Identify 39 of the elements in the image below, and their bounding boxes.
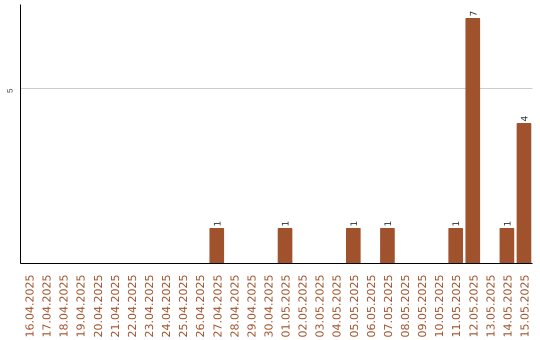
data-label: 1 bbox=[213, 220, 224, 226]
data-label: 4 bbox=[520, 116, 530, 122]
x-tick-label: 02.05.2025 bbox=[296, 274, 310, 338]
x-tick-label: 04.05.2025 bbox=[330, 274, 344, 338]
x-tick-label: 21.04.2025 bbox=[108, 274, 122, 338]
x-tick-label: 09.05.2025 bbox=[416, 274, 430, 338]
x-tick-label: 29.04.2025 bbox=[245, 274, 258, 338]
x-tick-label: 30.04.2025 bbox=[262, 274, 276, 338]
x-tick-label: 17.04.2025 bbox=[40, 274, 54, 338]
x-tick-label: 18.04.2025 bbox=[58, 274, 71, 338]
x-tick-label: 13.05.2025 bbox=[484, 274, 498, 338]
x-tick-label: 22.04.2025 bbox=[126, 274, 139, 338]
y-tick-label: 5 bbox=[6, 88, 14, 93]
x-tick-label: 12.05.2025 bbox=[467, 274, 480, 338]
x-tick-label: 14.05.2025 bbox=[501, 274, 514, 338]
x-tick-label: 16.04.2025 bbox=[24, 274, 37, 338]
x-tick-label: 03.05.2025 bbox=[314, 274, 327, 338]
x-tick-label: 24.04.2025 bbox=[160, 274, 174, 338]
data-label: 1 bbox=[350, 220, 360, 226]
x-tick-label: 08.05.2025 bbox=[399, 274, 412, 338]
x-tick-label: 19.04.2025 bbox=[74, 274, 88, 338]
x-tick-label: 26.04.2025 bbox=[194, 274, 208, 338]
x-tick-label: 05.05.2025 bbox=[348, 274, 361, 338]
x-tick-label: 27.04.2025 bbox=[211, 274, 224, 338]
x-tick-label: 15.05.2025 bbox=[518, 274, 532, 338]
data-label: 1 bbox=[503, 220, 514, 226]
data-label: 7 bbox=[469, 10, 480, 16]
data-label: 1 bbox=[452, 220, 462, 226]
x-tick-label: 01.05.2025 bbox=[280, 274, 293, 338]
x-tick-label: 07.05.2025 bbox=[382, 274, 395, 338]
data-label: 1 bbox=[384, 220, 394, 226]
x-tick-label: 10.05.2025 bbox=[433, 274, 446, 338]
data-label: 1 bbox=[282, 220, 292, 226]
x-tick-label: 11.05.2025 bbox=[450, 274, 464, 338]
x-tick-label: 25.04.2025 bbox=[177, 274, 190, 338]
x-tick-label: 28.04.2025 bbox=[228, 274, 242, 338]
x-tick-label: 23.04.2025 bbox=[143, 274, 156, 338]
x-tick-label: 20.04.2025 bbox=[92, 274, 105, 338]
x-tick-label: 06.05.2025 bbox=[364, 274, 378, 338]
